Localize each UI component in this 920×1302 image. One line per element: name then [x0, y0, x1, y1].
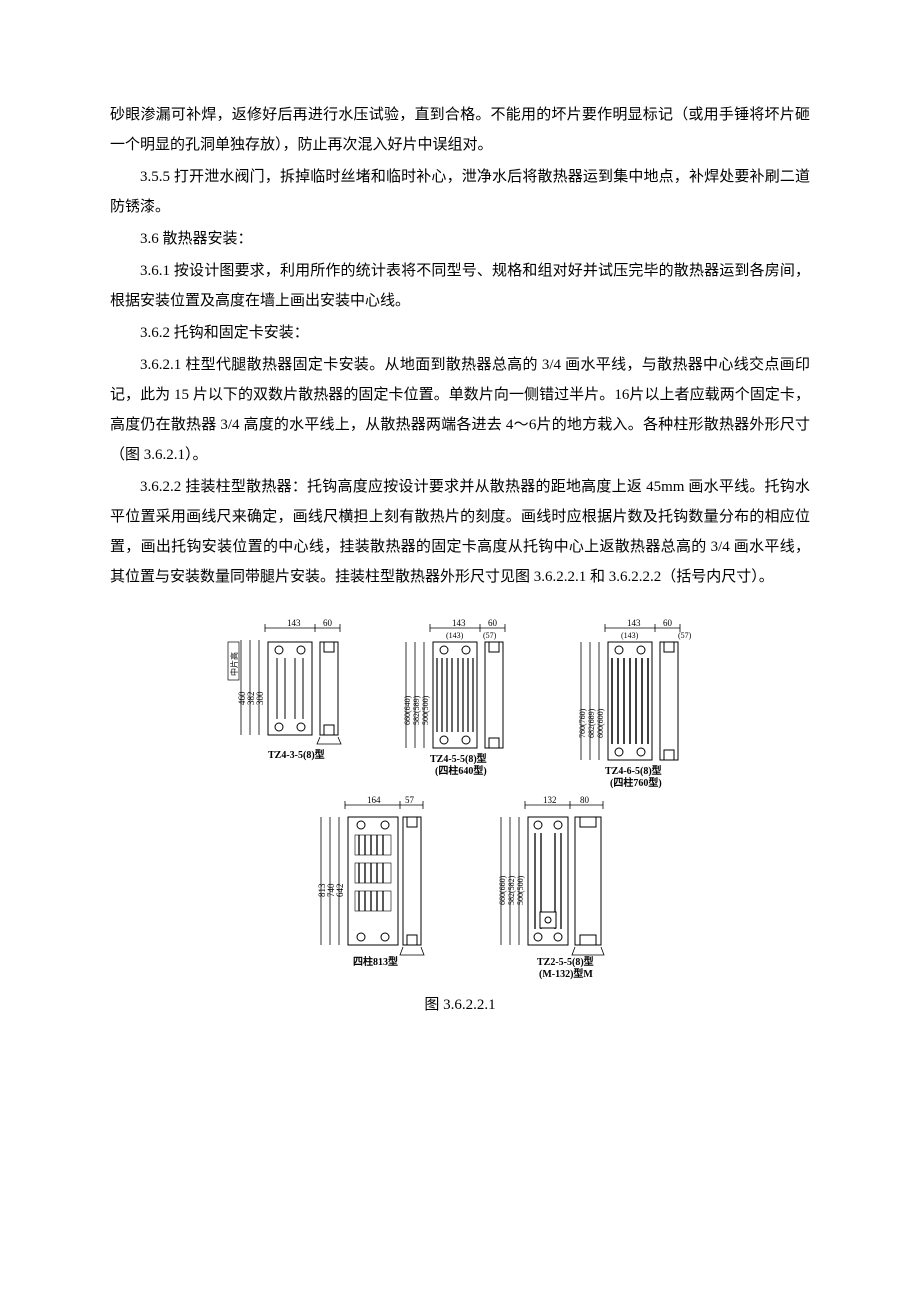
svg-text:682(689): 682(689) [587, 708, 596, 738]
svg-text:582(589): 582(589) [412, 695, 421, 725]
svg-text:四柱813型: 四柱813型 [353, 955, 398, 968]
svg-text:中片高: 中片高 [229, 652, 239, 676]
svg-text:60: 60 [488, 618, 498, 628]
svg-text:500(500): 500(500) [516, 875, 525, 905]
paragraph-2: 3.5.5 打开泄水阀门，拆掉临时丝堵和临时补心，泄净水后将散热器运到集中地点，… [110, 162, 810, 222]
svg-text:660(640): 660(640) [403, 695, 412, 725]
svg-text:(57): (57) [678, 631, 692, 640]
svg-text:57: 57 [405, 795, 415, 805]
paragraph-6: 3.6.2.1 柱型代腿散热器固定卡安装。从地面到散热器总高的 3/4 画水平线… [110, 350, 810, 470]
svg-text:660(660): 660(660) [498, 875, 507, 905]
paragraph-5: 3.6.2 托钩和固定卡安装： [110, 318, 810, 348]
paragraph-3: 3.6 散热器安装： [110, 224, 810, 254]
svg-text:TZ4-3-5(8)型: TZ4-3-5(8)型 [268, 748, 325, 761]
svg-text:80: 80 [580, 795, 590, 805]
svg-text:760(760): 760(760) [578, 708, 587, 738]
svg-text:TZ2-5-5(8)型: TZ2-5-5(8)型 [537, 955, 594, 968]
paragraph-1: 砂眼渗漏可补焊，返修好后再进行水压试验，直到合格。不能用的坏片要作明显标记（或用… [110, 100, 810, 160]
radiator-schematic-svg: 143 60 460 382 300 中片高 [195, 612, 725, 982]
svg-text:60: 60 [323, 618, 333, 628]
svg-text:TZ4-6-5(8)型: TZ4-6-5(8)型 [605, 764, 662, 777]
svg-text:143: 143 [452, 618, 466, 628]
svg-text:600(600): 600(600) [596, 708, 605, 738]
svg-text:(四柱760型): (四柱760型) [610, 776, 662, 789]
svg-text:582(582): 582(582) [507, 875, 516, 905]
svg-text:164: 164 [367, 795, 381, 805]
paragraph-4: 3.6.1 按设计图要求，利用所作的统计表将不同型号、规格和组对好并试压完毕的散… [110, 256, 810, 316]
svg-text:642: 642 [335, 884, 345, 898]
svg-text:500(500): 500(500) [421, 695, 430, 725]
figure-diagram: 143 60 460 382 300 中片高 [110, 612, 810, 1020]
svg-text:(四柱640型): (四柱640型) [435, 764, 487, 777]
svg-text:(143): (143) [446, 631, 464, 640]
svg-text:TZ4-5-5(8)型: TZ4-5-5(8)型 [430, 752, 487, 765]
svg-text:143: 143 [287, 618, 301, 628]
svg-text:300: 300 [255, 691, 265, 705]
svg-text:132: 132 [543, 795, 557, 805]
figure-caption: 图 3.6.2.2.1 [110, 990, 810, 1020]
svg-text:(57): (57) [483, 631, 497, 640]
paragraph-7: 3.6.2.2 挂装柱型散热器：托钩高度应按设计要求并从散热器的距地高度上返 4… [110, 472, 810, 592]
svg-text:60: 60 [663, 618, 673, 628]
svg-text:(143): (143) [621, 631, 639, 640]
svg-text:143: 143 [627, 618, 641, 628]
svg-text:(M-132)型M: (M-132)型M [539, 967, 593, 980]
